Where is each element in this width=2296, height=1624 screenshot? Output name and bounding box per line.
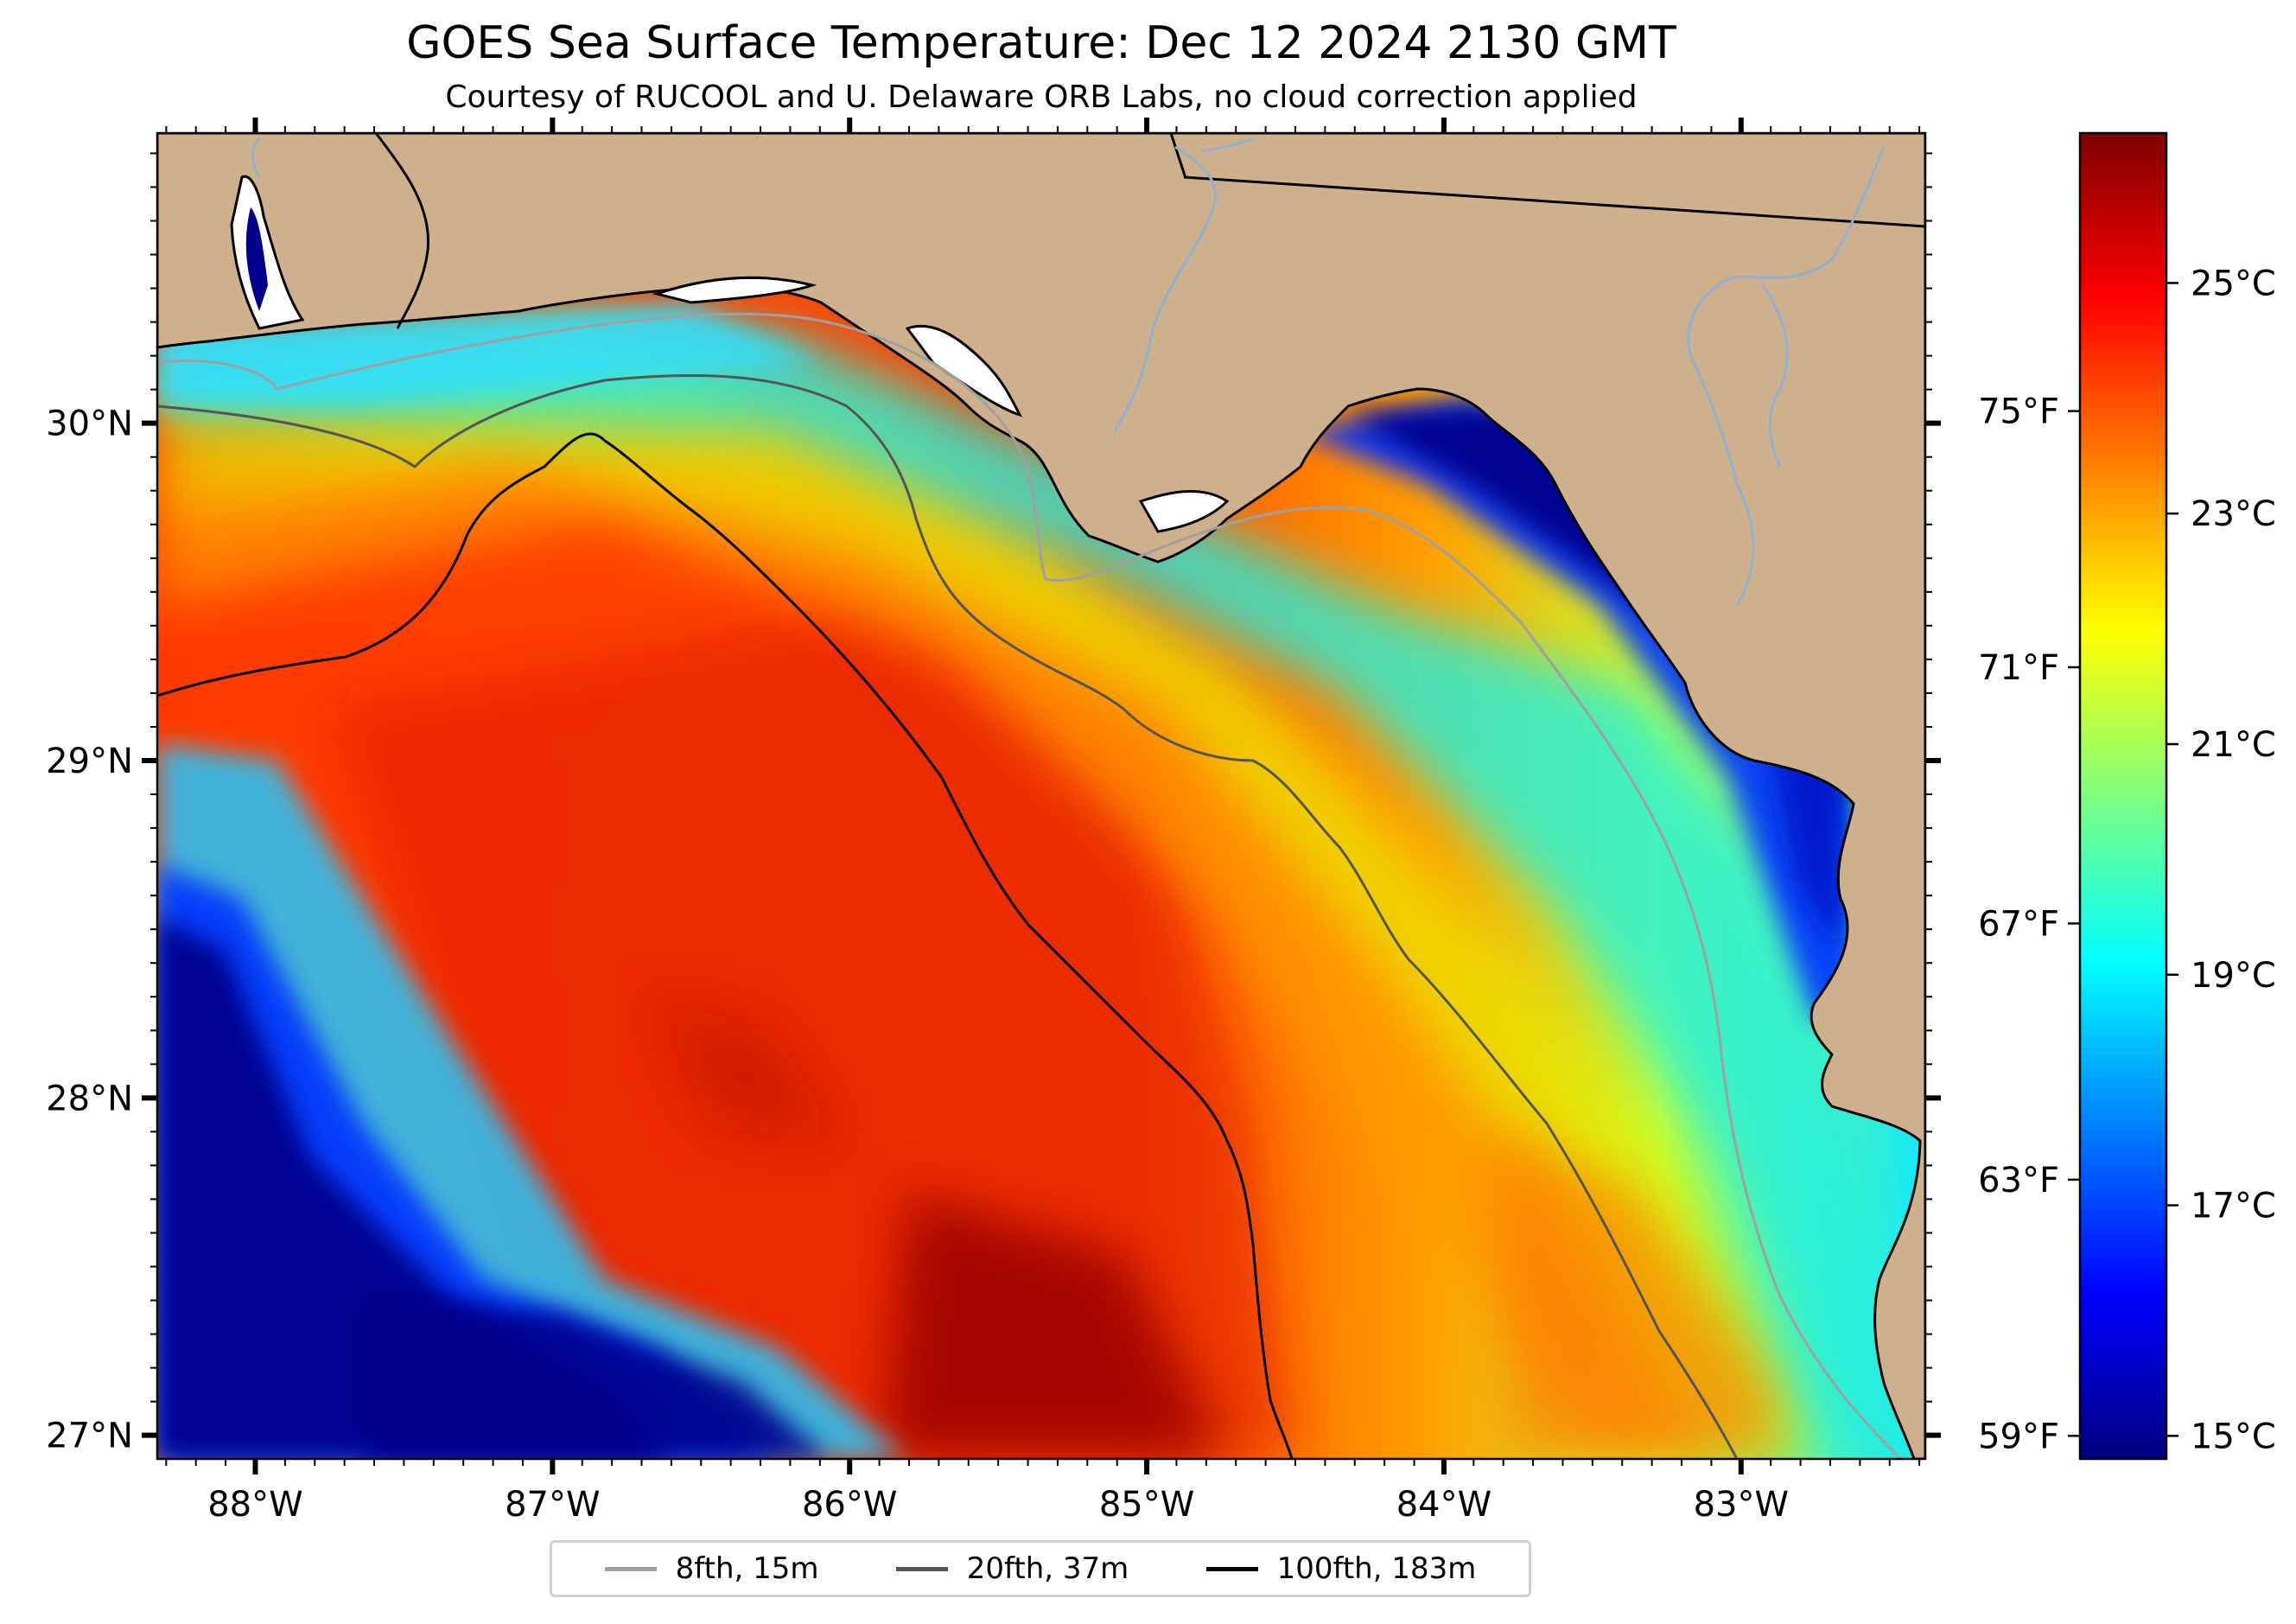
bathymetry-contours (157, 312, 1903, 1459)
fahrenheit-tick-label: 59°F (1978, 1417, 2059, 1456)
lon-tick-label: 84°W (1396, 1485, 1491, 1525)
contour-20fth (157, 373, 1739, 1459)
longitude-axis: 88°W 87°W 86°W 85°W 84°W 83°W (165, 118, 1921, 1525)
sst-field (157, 133, 1925, 1459)
fahrenheit-tick-label: 63°F (1978, 1161, 2059, 1200)
lat-tick-label: 29°N (46, 742, 133, 781)
fahrenheit-tick-label: 71°F (1978, 648, 2059, 688)
legend-item-20fth: 20fth, 37m (895, 1551, 1129, 1586)
map-title: GOES Sea Surface Temperature: Dec 12 202… (406, 17, 1676, 69)
celsius-tick-label: 17°C (2191, 1187, 2276, 1226)
legend-label-20fth: 20fth, 37m (966, 1551, 1129, 1586)
map-frame (156, 131, 1927, 1461)
colorbar-axis: 25°C 23°C 21°C 19°C 17°C 15°C 75°F 71°F 67°F 63°F… (1978, 264, 2276, 1456)
fahrenheit-tick-label: 75°F (1978, 392, 2059, 432)
lon-tick-label: 85°W (1099, 1485, 1194, 1525)
lat-tick-label: 28°N (46, 1079, 133, 1118)
legend-label-8fth: 8fth, 15m (675, 1551, 819, 1586)
lon-tick-label: 88°W (207, 1485, 302, 1525)
contour-100fth (157, 432, 1294, 1459)
lon-tick-label: 83°W (1694, 1485, 1789, 1525)
map-subtitle: Courtesy of RUCOOL and U. Delaware ORB L… (445, 80, 1638, 115)
lon-tick-label: 86°W (802, 1485, 897, 1525)
celsius-tick-label: 23°C (2191, 494, 2276, 534)
lon-tick-label: 87°W (505, 1485, 600, 1525)
lat-tick-label: 27°N (46, 1417, 133, 1456)
legend-item-8fth: 8fth, 15m (604, 1551, 819, 1586)
land (157, 133, 1925, 1459)
celsius-tick-label: 21°C (2191, 725, 2276, 765)
contour-8fth (157, 312, 1903, 1459)
colorbar (2078, 131, 2168, 1461)
fahrenheit-tick-label: 67°F (1978, 904, 2059, 944)
legend-label-100fth: 100fth, 183m (1276, 1551, 1477, 1586)
legend-swatch-20fth (895, 1566, 948, 1571)
latitude-axis: 30°N 29°N 28°N 27°N (46, 152, 1941, 1456)
lat-tick-label: 30°N (46, 404, 133, 444)
legend-item-100fth: 100fth, 183m (1205, 1551, 1477, 1586)
celsius-tick-label: 25°C (2191, 264, 2276, 303)
legend-swatch-8fth (604, 1566, 657, 1571)
bathymetry-legend: 8fth, 15m 20fth, 37m 100fth, 183m (550, 1540, 1531, 1597)
celsius-tick-label: 15°C (2191, 1417, 2276, 1456)
legend-swatch-100fth (1205, 1566, 1258, 1571)
celsius-tick-label: 19°C (2191, 956, 2276, 996)
